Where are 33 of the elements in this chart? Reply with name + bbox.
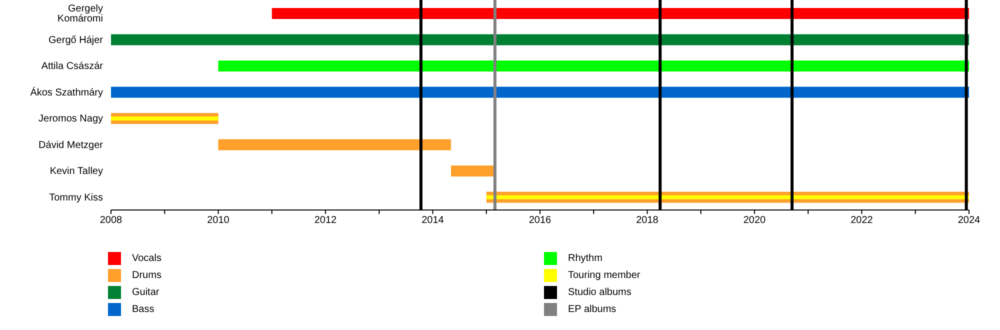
y-tick-label: Jeromos Nagy xyxy=(38,114,103,125)
legend-label: EP albums xyxy=(568,304,616,315)
legend-label: Drums xyxy=(132,270,162,281)
legend-label: Touring member xyxy=(568,270,640,281)
y-tick-label: Gergő Hájer xyxy=(48,34,104,46)
x-tick-label: 2012 xyxy=(314,215,338,226)
bar xyxy=(218,139,451,150)
x-tick-label: 2010 xyxy=(207,215,230,226)
y-tick-label: Gergely Komáromi xyxy=(57,4,103,25)
x-tick-label: 2020 xyxy=(743,215,766,226)
legend-label: Studio albums xyxy=(568,287,632,298)
bar xyxy=(218,60,969,72)
bar xyxy=(486,195,969,200)
x-tick-label: 2014 xyxy=(422,215,444,226)
y-tick-label: Dávid Metzger xyxy=(38,140,104,151)
bar xyxy=(272,8,969,19)
bar xyxy=(111,34,969,46)
y-tick-label: Attila Császár xyxy=(41,61,104,72)
y-tick-label: Kevin Talley xyxy=(50,166,103,178)
legend-label: Guitar xyxy=(132,287,160,298)
bar xyxy=(111,86,969,98)
x-tick-label: 2008 xyxy=(100,215,123,226)
bar xyxy=(111,116,218,120)
legend-label: Vocals xyxy=(132,253,162,264)
x-tick-label: 2024 xyxy=(958,215,981,226)
y-tick-label: Ákos Szathmáry xyxy=(30,86,103,98)
x-tick-label: 2022 xyxy=(850,215,874,226)
x-tick-label: 2018 xyxy=(636,215,659,226)
bar xyxy=(450,166,495,176)
legend-label: Bass xyxy=(132,304,154,315)
y-tick-label: Tommy Kiss xyxy=(49,192,103,204)
x-tick-label: 2016 xyxy=(528,215,552,226)
legend-label: Rhythm xyxy=(568,253,602,264)
